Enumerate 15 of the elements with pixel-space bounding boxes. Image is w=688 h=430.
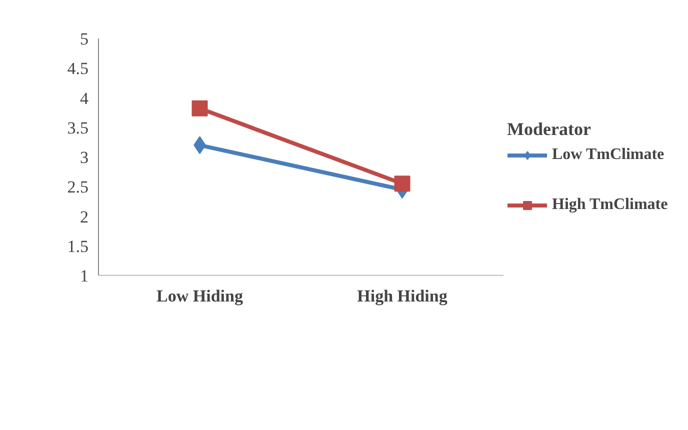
x-tick-label: High Hiding: [357, 286, 448, 306]
y-tick-label: 4.5: [67, 59, 88, 78]
legend-label: Low TmClimate: [552, 146, 664, 164]
point: [192, 100, 208, 116]
legend-title: Moderator: [507, 119, 592, 140]
y-tick-label: 5: [80, 30, 88, 48]
y-tick-label: 2.5: [67, 178, 88, 197]
legend-label: High TmClimate: [552, 196, 668, 214]
y-tick-label: 3: [80, 148, 88, 167]
x-tick-label: Low Hiding: [156, 286, 244, 306]
y-tick-label: 2: [80, 207, 88, 226]
y-tick-label: 1.5: [67, 236, 88, 256]
y-tick-label: 3.5: [67, 118, 88, 138]
y-tick-label: 4: [80, 88, 89, 108]
y-tick-label: 1: [80, 266, 88, 286]
